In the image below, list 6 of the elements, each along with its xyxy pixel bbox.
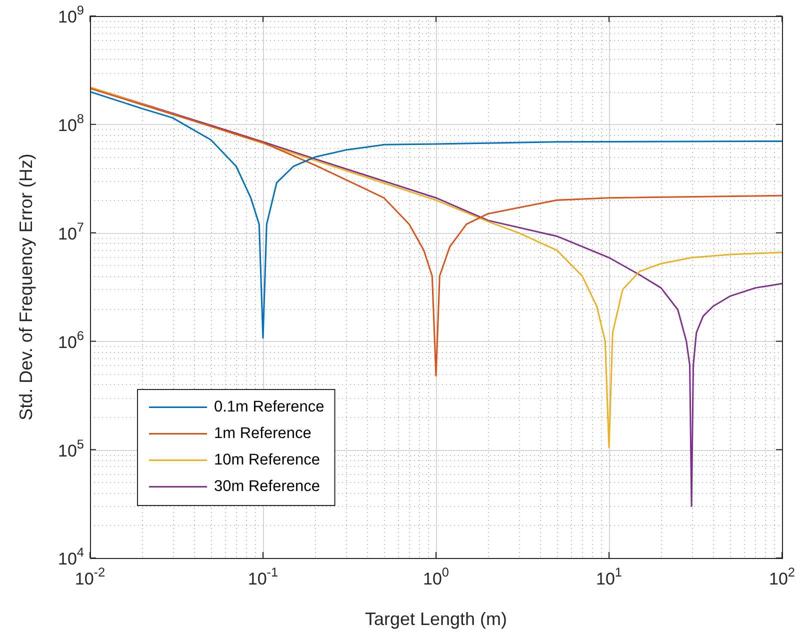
legend-label: 1m Reference bbox=[214, 425, 312, 442]
legend-label: 30m Reference bbox=[214, 478, 320, 496]
legend-label: 10m Reference bbox=[214, 452, 320, 469]
x-axis-title: Target Length (m) bbox=[364, 608, 508, 629]
y-axis-title: Std. Dev. of Frequency Error (Hz) bbox=[16, 154, 36, 420]
legend-label: 0.1m Reference bbox=[214, 398, 324, 416]
